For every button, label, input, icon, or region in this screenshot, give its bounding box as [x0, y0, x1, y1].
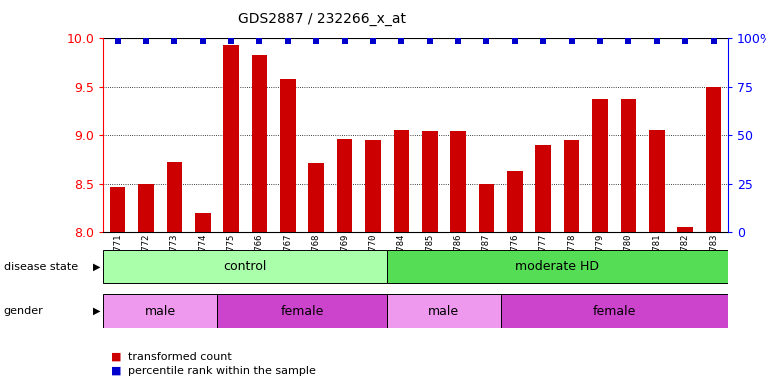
Bar	[138, 184, 154, 232]
Text: ■: ■	[111, 366, 122, 376]
Bar	[705, 87, 722, 232]
Text: male: male	[428, 305, 460, 318]
FancyBboxPatch shape	[387, 250, 728, 283]
Bar	[507, 171, 522, 232]
FancyBboxPatch shape	[103, 295, 217, 328]
Bar	[224, 45, 239, 232]
Bar	[195, 213, 211, 232]
Bar	[564, 140, 579, 232]
Text: ▶: ▶	[93, 306, 101, 316]
FancyBboxPatch shape	[387, 295, 501, 328]
Text: male: male	[145, 305, 175, 318]
Bar	[422, 131, 437, 232]
FancyBboxPatch shape	[217, 295, 387, 328]
Bar	[365, 140, 381, 232]
Bar	[677, 227, 693, 232]
Text: control: control	[224, 260, 267, 273]
Bar	[280, 79, 296, 232]
Bar	[394, 129, 409, 232]
Text: GDS2887 / 232266_x_at: GDS2887 / 232266_x_at	[238, 12, 406, 25]
Bar	[337, 139, 352, 232]
Text: gender: gender	[4, 306, 44, 316]
Bar	[592, 99, 607, 232]
Bar	[535, 145, 551, 232]
Bar	[649, 129, 665, 232]
Text: transformed count: transformed count	[128, 352, 231, 362]
Text: female: female	[280, 305, 324, 318]
Text: percentile rank within the sample: percentile rank within the sample	[128, 366, 316, 376]
Text: disease state: disease state	[4, 262, 78, 272]
Text: moderate HD: moderate HD	[516, 260, 600, 273]
FancyBboxPatch shape	[501, 295, 728, 328]
Text: female: female	[593, 305, 636, 318]
Bar	[110, 187, 126, 232]
Bar	[479, 184, 494, 232]
Bar	[620, 99, 637, 232]
FancyBboxPatch shape	[103, 250, 387, 283]
Bar	[252, 55, 267, 232]
Bar	[309, 162, 324, 232]
Text: ▶: ▶	[93, 262, 101, 272]
Bar	[450, 131, 466, 232]
Text: ■: ■	[111, 352, 122, 362]
Bar	[166, 162, 182, 232]
